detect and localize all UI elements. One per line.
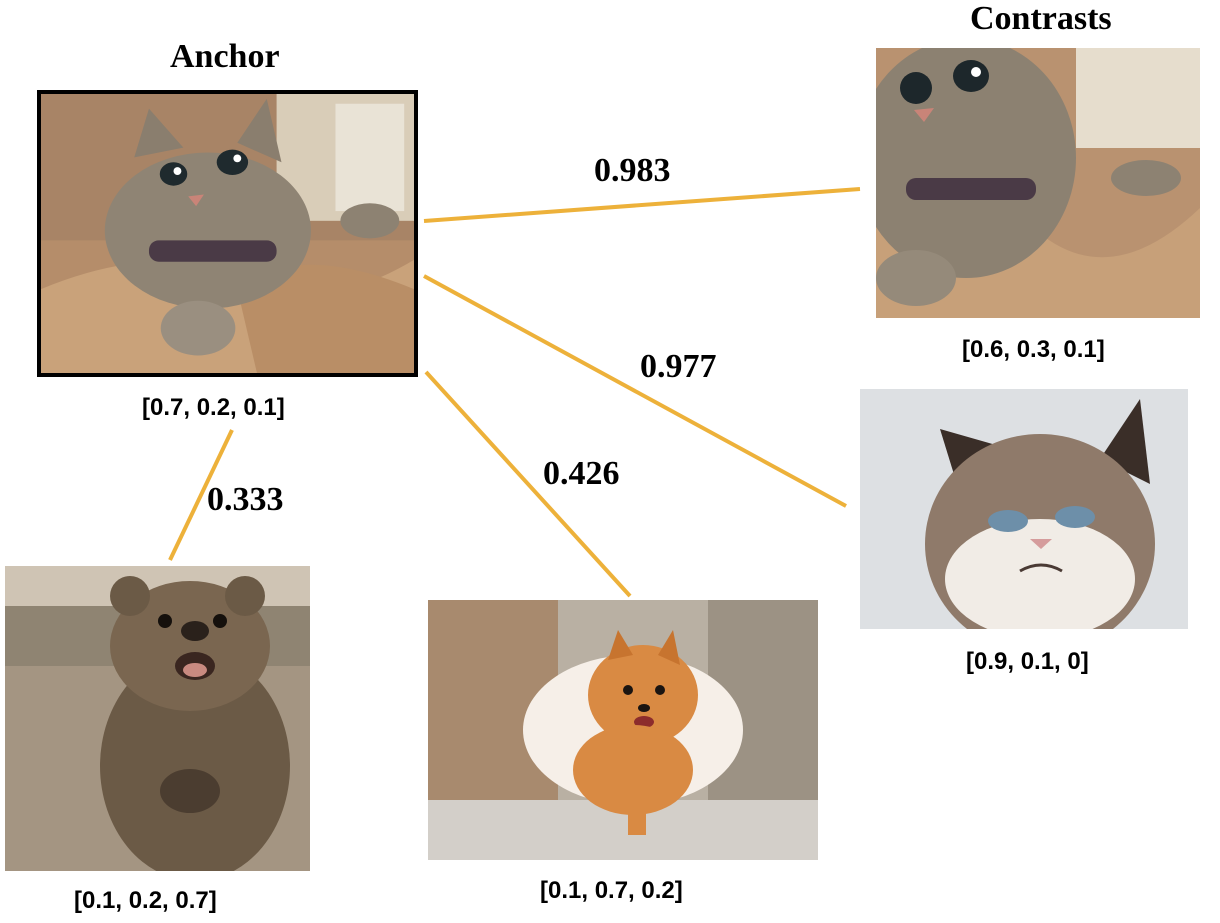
grumpy-cat-illustration [860, 389, 1188, 629]
tabby-closeup-vector: [0.6, 0.3, 0.1] [962, 336, 1105, 363]
pomeranian-vector: [0.1, 0.7, 0.2] [540, 877, 683, 904]
similarity-score-grumpy-cat: 0.977 [640, 348, 717, 385]
pomeranian-illustration [428, 600, 818, 860]
quokka-illustration [5, 566, 310, 871]
similarity-score-pomeranian: 0.426 [543, 455, 620, 492]
grumpy-cat-image [860, 389, 1188, 629]
similarity-score-tabby-closeup: 0.983 [594, 152, 671, 189]
similarity-score-quokka: 0.333 [207, 481, 284, 518]
tabby-closeup-image [876, 48, 1200, 318]
pomeranian-image [428, 600, 818, 860]
anchor-image [37, 90, 418, 377]
grumpy-cat-vector: [0.9, 0.1, 0] [966, 648, 1089, 675]
connector-pomeranian [424, 370, 632, 598]
contrasts-heading: Contrasts [970, 0, 1112, 37]
tabby-cat-illustration [41, 94, 414, 373]
quokka-vector: [0.1, 0.2, 0.7] [74, 887, 217, 914]
anchor-heading: Anchor [170, 38, 280, 75]
quokka-image [5, 566, 310, 871]
tabby-closeup-illustration [876, 48, 1200, 318]
connector-tabby-closeup [423, 187, 861, 223]
connector-quokka [168, 429, 234, 561]
anchor-vector: [0.7, 0.2, 0.1] [142, 394, 285, 421]
connector-grumpy-cat [423, 274, 847, 508]
